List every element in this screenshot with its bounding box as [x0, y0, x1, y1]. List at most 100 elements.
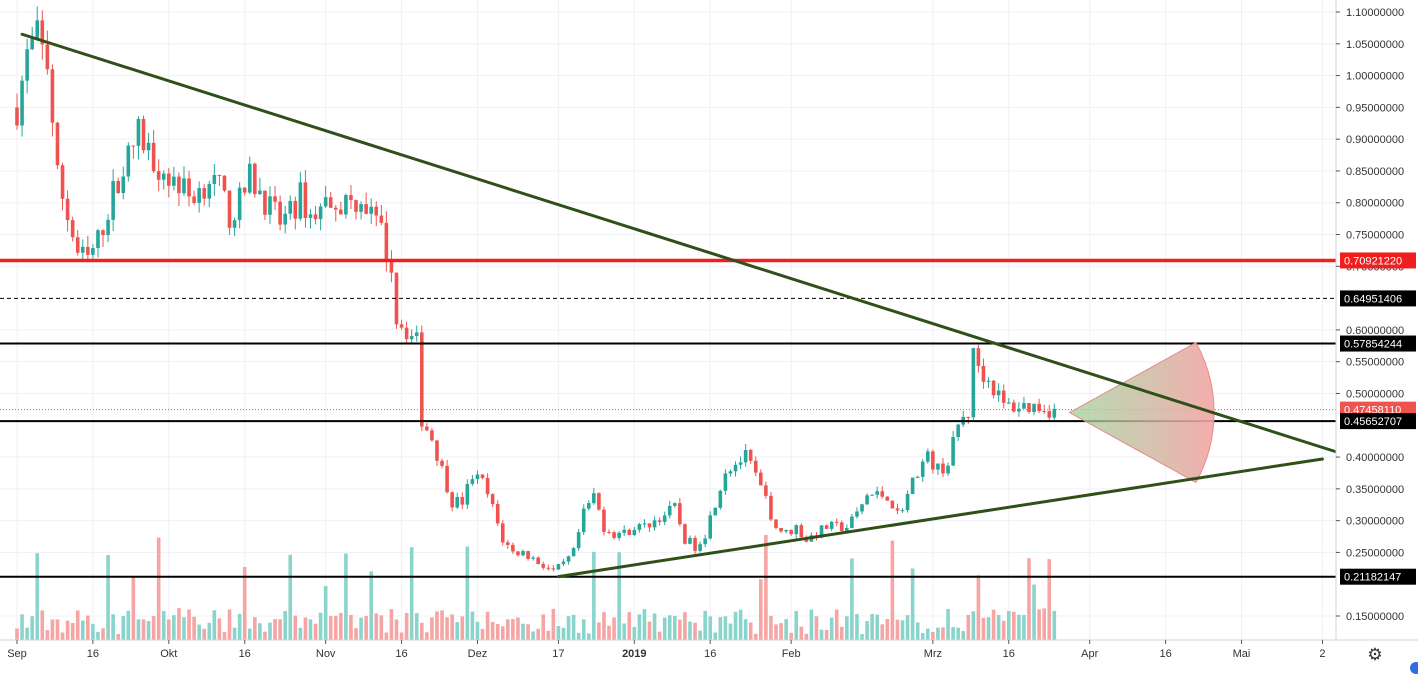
candle-body: [242, 187, 247, 193]
candle-body: [485, 477, 490, 495]
level-badge-label: 0.57854244: [1344, 339, 1402, 351]
volume-bar: [136, 619, 141, 640]
volume-bar: [1052, 610, 1057, 640]
volume-bar: [50, 619, 55, 640]
volume-bar: [556, 625, 561, 640]
x-tick-label: Nov: [316, 648, 336, 660]
candle-body: [769, 495, 773, 520]
candle-body: [996, 390, 1001, 396]
volume-bar: [996, 614, 1001, 640]
volume-bar: [688, 621, 692, 640]
volume-bar: [1032, 584, 1036, 640]
volume-bar: [571, 614, 576, 640]
candle-body: [956, 424, 960, 438]
candle-body: [273, 196, 277, 202]
candle-body: [986, 380, 991, 382]
volume-bar: [354, 628, 358, 640]
volume-bar: [182, 617, 186, 640]
candle-body: [612, 532, 616, 538]
candle-body: [45, 44, 50, 70]
candle-body: [632, 529, 637, 536]
x-tick-label: Okt: [160, 648, 177, 660]
y-tick-label: 0.40000000: [1346, 452, 1404, 464]
volume-bar: [374, 613, 379, 640]
candle-body: [845, 528, 849, 531]
candle-body: [622, 529, 626, 533]
candle-body: [445, 465, 449, 493]
candle-body: [389, 260, 394, 273]
candle-body: [258, 190, 262, 195]
volume-bar: [516, 617, 520, 640]
candle-body: [607, 531, 611, 533]
candle-body: [136, 118, 141, 146]
volume-bar: [202, 628, 207, 640]
candle-body: [688, 537, 692, 544]
volume-bar: [222, 631, 227, 640]
volume-bar: [733, 611, 738, 640]
volume-bar: [156, 537, 161, 640]
volume-bar: [409, 547, 414, 640]
volume-bar: [521, 623, 525, 640]
candle-body: [1052, 408, 1057, 418]
volume-bar: [126, 610, 131, 640]
x-tick-label: 16: [239, 648, 251, 660]
volume-bar: [440, 610, 444, 640]
volume-bar: [192, 616, 196, 640]
volume-bar: [1037, 609, 1041, 640]
volume-bar: [20, 614, 24, 640]
volume-bar: [1042, 608, 1046, 640]
candle-body: [774, 519, 778, 528]
x-tick-label: Dez: [468, 648, 488, 660]
volume-bar: [657, 631, 662, 640]
volume-bar: [632, 626, 637, 640]
volume-bar: [339, 612, 343, 640]
candle-body: [116, 181, 120, 193]
level-badge: [1340, 413, 1416, 430]
candle-body: [384, 222, 389, 261]
candle-body: [951, 437, 955, 466]
volume-bar: [592, 551, 596, 640]
volume-bar: [111, 614, 115, 640]
volume-bar: [794, 610, 799, 640]
y-tick-label: 0.30000000: [1346, 516, 1404, 528]
y-tick-label: 0.60000000: [1346, 325, 1404, 337]
volume-bar: [789, 632, 793, 640]
volume-bar: [141, 619, 146, 640]
level-badge: [1340, 335, 1416, 352]
volume-bar: [389, 609, 394, 640]
volume-bar: [976, 575, 981, 640]
volume-bar: [597, 622, 601, 640]
candle-body: [910, 477, 915, 494]
candle-body: [404, 327, 409, 340]
volume-bar: [885, 618, 890, 640]
volume-bar: [784, 619, 788, 640]
candle-body: [399, 324, 404, 328]
y-tick-label: 0.15000000: [1346, 611, 1404, 623]
volume-bar: [349, 614, 353, 640]
candle-body: [1017, 408, 1021, 412]
candle-body: [865, 495, 869, 505]
candle-body: [126, 145, 131, 177]
candle-body: [850, 516, 854, 529]
y-tick-label: 1.00000000: [1346, 71, 1404, 83]
volume-bar: [718, 616, 723, 640]
candle-body: [602, 509, 606, 532]
volume-bar: [35, 553, 40, 640]
y-tick-label: 0.80000000: [1346, 198, 1404, 210]
y-tick-label: 1.05000000: [1346, 39, 1404, 51]
candle-body: [177, 176, 181, 194]
candle-body: [592, 493, 596, 504]
candle-body: [824, 525, 829, 529]
candle-body: [1001, 390, 1006, 403]
candle-body: [683, 524, 687, 544]
candle-body: [571, 548, 576, 557]
volume-bar: [177, 608, 181, 640]
volume-bar: [369, 571, 373, 640]
settings-button[interactable]: ⚙: [1362, 642, 1388, 666]
volume-bar: [637, 614, 642, 640]
level-badge-label: 0.21182147: [1344, 572, 1401, 584]
volume-bar: [905, 615, 910, 640]
candle-body: [1027, 403, 1031, 413]
